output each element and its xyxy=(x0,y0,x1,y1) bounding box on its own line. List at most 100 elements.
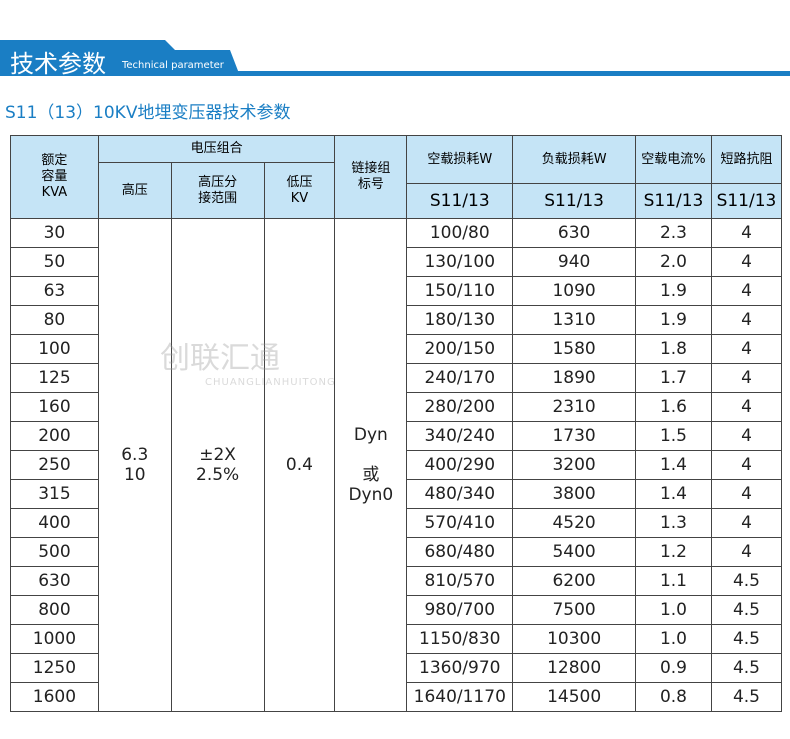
noload-loss-cell: 340/240 xyxy=(406,421,514,451)
noload-loss-cell: 130/100 xyxy=(406,247,514,277)
table-row: 1250 1360/970 12800 0.9 4.5 xyxy=(10,653,783,683)
impedance-cell: 4 xyxy=(710,421,783,451)
load-loss-cell: 940 xyxy=(512,247,637,277)
merged-tap-cell: ±2X 2.5% xyxy=(170,218,265,712)
capacity-cell: 160 xyxy=(10,392,99,422)
load-loss-cell: 1310 xyxy=(512,305,637,335)
impedance-cell: 4 xyxy=(710,334,783,364)
load-loss-cell: 630 xyxy=(512,218,637,248)
header-noload-current: 空载电流% xyxy=(635,135,712,184)
table-row: 80 180/130 1310 1.9 4 xyxy=(10,305,783,335)
table-title: S11（13）10KV地埋变压器技术参数 xyxy=(5,103,291,123)
header-low: 低压 KV xyxy=(263,162,336,219)
noload-loss-cell: 570/410 xyxy=(406,508,514,538)
noload-loss-cell: 400/290 xyxy=(406,450,514,480)
load-loss-cell: 1580 xyxy=(512,334,637,364)
header-high: 高压 xyxy=(97,162,172,219)
table-row: 400 570/410 4520 1.3 4 xyxy=(10,508,783,538)
impedance-cell: 4 xyxy=(710,305,783,335)
merged-low-cell: 0.4 xyxy=(263,218,336,712)
noload-current-cell: 1.3 xyxy=(635,508,712,538)
table-row: 100 200/150 1580 1.8 4 xyxy=(10,334,783,364)
table-row: 500 680/480 5400 1.2 4 xyxy=(10,537,783,567)
header-noload-loss: 空载损耗W xyxy=(406,135,514,184)
noload-current-cell: 1.6 xyxy=(635,392,712,422)
table-row: 315 480/340 3800 1.4 4 xyxy=(10,479,783,509)
impedance-cell: 4 xyxy=(710,479,783,509)
capacity-cell: 30 xyxy=(10,218,99,248)
capacity-cell: 125 xyxy=(10,363,99,393)
header-model: S11/13 xyxy=(635,183,712,219)
capacity-cell: 315 xyxy=(10,479,99,509)
noload-current-cell: 1.0 xyxy=(635,624,712,654)
header-model: S11/13 xyxy=(512,183,637,219)
impedance-cell: 4.5 xyxy=(710,653,783,683)
noload-loss-cell: 980/700 xyxy=(406,595,514,625)
merged-connection-cell: Dyn 或 Dyn0 xyxy=(334,218,408,712)
impedance-cell: 4.5 xyxy=(710,624,783,654)
load-loss-cell: 1890 xyxy=(512,363,637,393)
load-loss-cell: 3200 xyxy=(512,450,637,480)
noload-current-cell: 1.5 xyxy=(635,421,712,451)
header-impedance: 短路抗阻 xyxy=(710,135,783,184)
impedance-cell: 4 xyxy=(710,537,783,567)
noload-current-cell: 0.9 xyxy=(635,653,712,683)
noload-current-cell: 1.1 xyxy=(635,566,712,596)
load-loss-cell: 7500 xyxy=(512,595,637,625)
capacity-cell: 80 xyxy=(10,305,99,335)
spec-table: 额定 容量 KVA 电压组合 链接组 标号 空载损耗W 负载损耗W 空载电流% … xyxy=(10,135,783,712)
noload-current-cell: 1.4 xyxy=(635,479,712,509)
impedance-cell: 4 xyxy=(710,363,783,393)
header-voltage-group: 电压组合 xyxy=(97,135,336,163)
table-row: 1600 1640/1170 14500 0.8 4.5 xyxy=(10,682,783,712)
table-row: 125 240/170 1890 1.7 4 xyxy=(10,363,783,393)
banner-line xyxy=(0,71,790,76)
capacity-cell: 200 xyxy=(10,421,99,451)
banner-subtitle: Technical parameter xyxy=(122,60,224,71)
noload-current-cell: 0.8 xyxy=(635,682,712,712)
impedance-cell: 4 xyxy=(710,508,783,538)
section-banner: 技术参数 Technical parameter xyxy=(0,40,790,78)
noload-current-cell: 1.0 xyxy=(635,595,712,625)
noload-current-cell: 2.0 xyxy=(635,247,712,277)
noload-loss-cell: 810/570 xyxy=(406,566,514,596)
table-row: 200 340/240 1730 1.5 4 xyxy=(10,421,783,451)
impedance-cell: 4 xyxy=(710,450,783,480)
noload-loss-cell: 1640/1170 xyxy=(406,682,514,712)
capacity-cell: 63 xyxy=(10,276,99,306)
noload-loss-cell: 150/110 xyxy=(406,276,514,306)
load-loss-cell: 3800 xyxy=(512,479,637,509)
capacity-cell: 800 xyxy=(10,595,99,625)
banner-title: 技术参数 xyxy=(10,50,106,78)
noload-loss-cell: 1150/830 xyxy=(406,624,514,654)
merged-high-cell: 6.3 10 xyxy=(97,218,172,712)
noload-current-cell: 2.3 xyxy=(635,218,712,248)
header-capacity: 额定 容量 KVA xyxy=(10,135,99,219)
noload-loss-cell: 240/170 xyxy=(406,363,514,393)
impedance-cell: 4 xyxy=(710,247,783,277)
header-model: S11/13 xyxy=(406,183,514,219)
header-load-loss: 负载损耗W xyxy=(512,135,637,184)
capacity-cell: 1250 xyxy=(10,653,99,683)
impedance-cell: 4 xyxy=(710,392,783,422)
table-row: 30 6.3 10 ±2X 2.5% 0.4 Dyn 或 Dyn0 100/80 630 2.… xyxy=(10,218,783,712)
impedance-cell: 4 xyxy=(710,218,783,248)
noload-current-cell: 1.9 xyxy=(635,276,712,306)
load-loss-cell: 1730 xyxy=(512,421,637,451)
noload-loss-cell: 1360/970 xyxy=(406,653,514,683)
noload-loss-cell: 180/130 xyxy=(406,305,514,335)
capacity-cell: 100 xyxy=(10,334,99,364)
header-connection: 链接组 标号 xyxy=(334,135,408,219)
capacity-cell: 630 xyxy=(10,566,99,596)
noload-current-cell: 1.4 xyxy=(635,450,712,480)
table-row: 800 980/700 7500 1.0 4.5 xyxy=(10,595,783,625)
noload-loss-cell: 100/80 xyxy=(406,218,514,248)
noload-loss-cell: 280/200 xyxy=(406,392,514,422)
load-loss-cell: 1090 xyxy=(512,276,637,306)
impedance-cell: 4 xyxy=(710,276,783,306)
capacity-cell: 1600 xyxy=(10,682,99,712)
table-row: 50 130/100 940 2.0 4 xyxy=(10,247,783,277)
header-model: S11/13 xyxy=(710,183,783,219)
capacity-cell: 1000 xyxy=(10,624,99,654)
noload-loss-cell: 480/340 xyxy=(406,479,514,509)
